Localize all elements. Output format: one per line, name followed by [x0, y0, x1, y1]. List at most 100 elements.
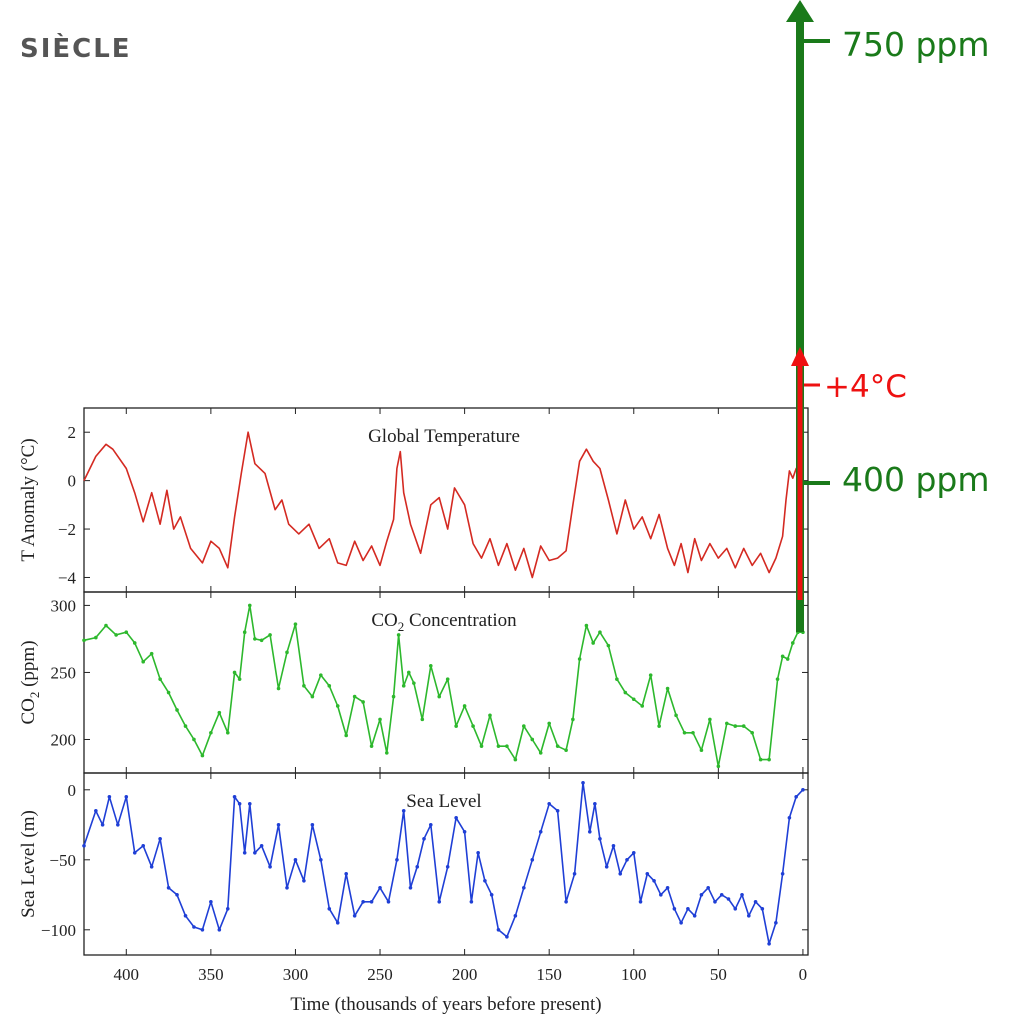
data-point [665, 686, 670, 691]
data-point [344, 733, 348, 738]
data-point [725, 721, 729, 726]
y-tick-label: −4 [58, 568, 77, 587]
data-point [488, 713, 492, 718]
data-point [699, 893, 704, 897]
data-point [611, 844, 616, 848]
temp-arrowhead [791, 347, 809, 366]
data-point [522, 886, 526, 890]
data-point [679, 921, 683, 925]
data-point [183, 724, 188, 728]
data-point [489, 893, 494, 897]
data-point [657, 724, 661, 728]
data-point [790, 641, 795, 645]
data-point [577, 657, 582, 661]
data-point [247, 603, 252, 608]
data-point [268, 633, 272, 637]
data-point [564, 748, 568, 753]
y-tick-label: 0 [68, 781, 77, 800]
data-point [335, 704, 340, 708]
data-point [674, 713, 678, 718]
data-point [760, 907, 765, 911]
data-point [691, 730, 695, 735]
series-line [83, 431, 804, 579]
data-point [132, 641, 137, 645]
data-point [686, 907, 690, 911]
data-point [571, 717, 575, 722]
data-point [741, 724, 746, 728]
data-point [396, 633, 401, 637]
data-point [733, 724, 738, 728]
data-point [623, 690, 628, 695]
data-point [682, 730, 687, 735]
data-point [767, 757, 771, 762]
data-point [378, 886, 382, 890]
data-point [408, 886, 413, 890]
panel-3: 0 −50 −100 Sea Level Sea Level (m) [18, 772, 809, 956]
data-point [753, 900, 758, 904]
data-point [384, 751, 389, 755]
y-tick-label: 200 [51, 730, 77, 749]
y-tick-label: 250 [51, 663, 77, 682]
data-point [785, 657, 790, 661]
data-point [706, 886, 710, 890]
data-point [787, 816, 792, 820]
x-tick-label: 150 [536, 965, 562, 984]
data-point [232, 795, 237, 799]
data-point [285, 650, 289, 655]
data-point [758, 757, 763, 762]
data-point [598, 837, 602, 841]
data-point [319, 673, 323, 677]
data-point [391, 694, 396, 699]
data-point [615, 677, 619, 681]
data-point [587, 830, 592, 834]
data-point [293, 858, 298, 862]
data-point [572, 872, 577, 876]
data-point [538, 751, 543, 755]
co2-arrowhead [786, 0, 814, 22]
data-point [361, 700, 365, 704]
data-point [631, 851, 636, 855]
data-point [618, 872, 623, 876]
data-point [116, 823, 120, 827]
data-point [327, 907, 332, 911]
data-point [132, 851, 137, 855]
data-point [780, 872, 785, 876]
data-point [302, 684, 306, 688]
data-point [522, 724, 526, 728]
data-point [285, 886, 289, 890]
data-point [149, 865, 154, 869]
data-point [713, 900, 717, 904]
data-point [175, 708, 179, 712]
data-point [344, 872, 348, 876]
data-point [100, 823, 105, 827]
data-point [369, 744, 374, 748]
data-point [428, 823, 433, 827]
y-tick-label: 300 [51, 596, 77, 615]
panel-title: Sea Level [406, 791, 481, 812]
x-tick-label: 100 [621, 965, 647, 984]
x-tick-label: 400 [114, 965, 140, 984]
data-point [401, 809, 406, 813]
data-point [422, 837, 426, 841]
data-point [82, 844, 86, 848]
data-point [259, 638, 264, 643]
data-point [699, 748, 704, 753]
y-axis-label: CO2 (ppm) [18, 640, 42, 724]
data-point [237, 677, 242, 681]
data-point [149, 651, 154, 656]
data-point [505, 935, 509, 939]
data-point [406, 670, 411, 675]
co2-future-label: 750 ppm [842, 25, 990, 64]
data-point [276, 823, 281, 827]
data-point [708, 717, 712, 722]
data-point [352, 914, 357, 918]
data-point [648, 673, 653, 677]
data-point [659, 893, 663, 897]
data-point [716, 764, 721, 769]
data-point [293, 622, 298, 626]
data-point [352, 694, 357, 699]
data-point [386, 900, 391, 904]
data-point [166, 886, 171, 890]
